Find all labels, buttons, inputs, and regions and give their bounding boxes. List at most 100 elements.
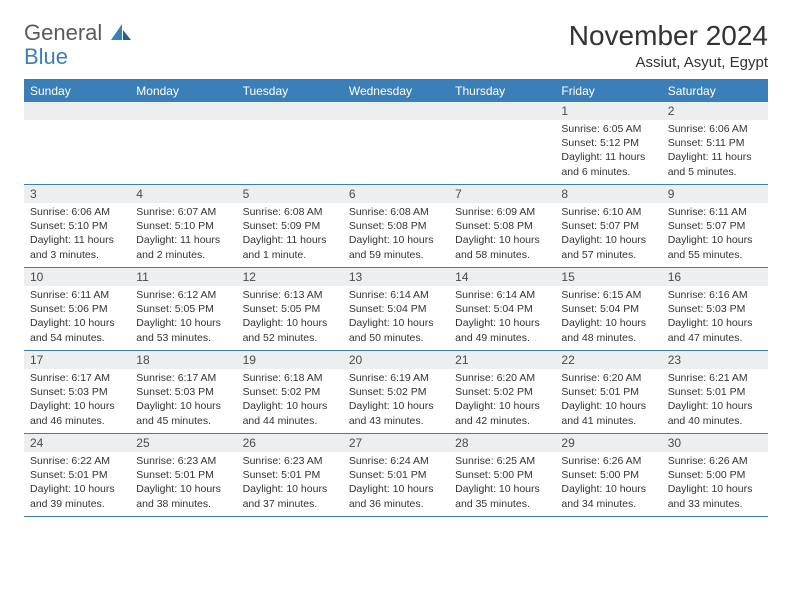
day-line: and 33 minutes.: [668, 497, 762, 511]
day-line: Daylight: 10 hours: [136, 482, 230, 496]
day-cell: [237, 102, 343, 184]
page-title: November 2024: [569, 20, 768, 52]
day-cell: 25Sunrise: 6:23 AMSunset: 5:01 PMDayligh…: [130, 434, 236, 516]
day-line: Daylight: 10 hours: [243, 399, 337, 413]
day-number: 7: [449, 185, 555, 203]
day-cell: 7Sunrise: 6:09 AMSunset: 5:08 PMDaylight…: [449, 185, 555, 267]
day-line: and 49 minutes.: [455, 331, 549, 345]
day-line: Daylight: 10 hours: [243, 316, 337, 330]
day-body: Sunrise: 6:23 AMSunset: 5:01 PMDaylight:…: [130, 452, 236, 515]
day-number: [343, 102, 449, 120]
day-line: Sunrise: 6:19 AM: [349, 371, 443, 385]
day-cell: [449, 102, 555, 184]
brand-sail-icon: [111, 24, 131, 40]
day-number: 13: [343, 268, 449, 286]
day-line: Sunset: 5:04 PM: [349, 302, 443, 316]
day-cell: 21Sunrise: 6:20 AMSunset: 5:02 PMDayligh…: [449, 351, 555, 433]
day-body: Sunrise: 6:25 AMSunset: 5:00 PMDaylight:…: [449, 452, 555, 515]
day-line: and 48 minutes.: [561, 331, 655, 345]
day-number: 25: [130, 434, 236, 452]
weekday-header: Friday: [555, 80, 661, 102]
day-line: Sunset: 5:03 PM: [30, 385, 124, 399]
day-body: [343, 120, 449, 126]
calendar-grid: Sunday Monday Tuesday Wednesday Thursday…: [24, 79, 768, 517]
day-number: 19: [237, 351, 343, 369]
day-body: Sunrise: 6:06 AMSunset: 5:11 PMDaylight:…: [662, 120, 768, 183]
day-number: 14: [449, 268, 555, 286]
day-line: Sunset: 5:11 PM: [668, 136, 762, 150]
day-line: Sunset: 5:01 PM: [243, 468, 337, 482]
day-body: Sunrise: 6:17 AMSunset: 5:03 PMDaylight:…: [24, 369, 130, 432]
day-cell: 6Sunrise: 6:08 AMSunset: 5:08 PMDaylight…: [343, 185, 449, 267]
day-number: 3: [24, 185, 130, 203]
day-line: and 54 minutes.: [30, 331, 124, 345]
day-cell: 9Sunrise: 6:11 AMSunset: 5:07 PMDaylight…: [662, 185, 768, 267]
day-line: and 34 minutes.: [561, 497, 655, 511]
day-line: Sunrise: 6:26 AM: [668, 454, 762, 468]
day-number: 10: [24, 268, 130, 286]
day-body: Sunrise: 6:07 AMSunset: 5:10 PMDaylight:…: [130, 203, 236, 266]
day-cell: 1Sunrise: 6:05 AMSunset: 5:12 PMDaylight…: [555, 102, 661, 184]
day-line: Daylight: 10 hours: [136, 399, 230, 413]
day-number: 18: [130, 351, 236, 369]
day-number: 30: [662, 434, 768, 452]
day-line: Sunset: 5:05 PM: [243, 302, 337, 316]
day-line: Sunrise: 6:14 AM: [455, 288, 549, 302]
day-cell: 8Sunrise: 6:10 AMSunset: 5:07 PMDaylight…: [555, 185, 661, 267]
day-line: and 58 minutes.: [455, 248, 549, 262]
day-line: Daylight: 11 hours: [136, 233, 230, 247]
day-line: Sunset: 5:02 PM: [349, 385, 443, 399]
day-body: Sunrise: 6:16 AMSunset: 5:03 PMDaylight:…: [662, 286, 768, 349]
day-line: Daylight: 11 hours: [243, 233, 337, 247]
day-body: [237, 120, 343, 126]
day-line: Sunset: 5:10 PM: [136, 219, 230, 233]
day-line: Daylight: 10 hours: [561, 316, 655, 330]
day-number: [237, 102, 343, 120]
day-number: 5: [237, 185, 343, 203]
day-line: Sunset: 5:01 PM: [668, 385, 762, 399]
day-line: Sunset: 5:01 PM: [30, 468, 124, 482]
page-subtitle: Assiut, Asyut, Egypt: [569, 54, 768, 71]
day-line: Daylight: 10 hours: [668, 482, 762, 496]
day-line: and 3 minutes.: [30, 248, 124, 262]
day-number: 8: [555, 185, 661, 203]
day-body: Sunrise: 6:08 AMSunset: 5:08 PMDaylight:…: [343, 203, 449, 266]
day-line: and 52 minutes.: [243, 331, 337, 345]
day-cell: 20Sunrise: 6:19 AMSunset: 5:02 PMDayligh…: [343, 351, 449, 433]
week-row: 24Sunrise: 6:22 AMSunset: 5:01 PMDayligh…: [24, 434, 768, 517]
day-line: and 39 minutes.: [30, 497, 124, 511]
day-line: Sunrise: 6:12 AM: [136, 288, 230, 302]
day-line: Daylight: 10 hours: [455, 233, 549, 247]
day-line: and 5 minutes.: [668, 165, 762, 179]
day-line: Sunset: 5:00 PM: [668, 468, 762, 482]
day-line: Sunset: 5:02 PM: [243, 385, 337, 399]
day-cell: 14Sunrise: 6:14 AMSunset: 5:04 PMDayligh…: [449, 268, 555, 350]
day-line: and 43 minutes.: [349, 414, 443, 428]
day-body: Sunrise: 6:15 AMSunset: 5:04 PMDaylight:…: [555, 286, 661, 349]
day-line: Sunset: 5:07 PM: [668, 219, 762, 233]
day-cell: 19Sunrise: 6:18 AMSunset: 5:02 PMDayligh…: [237, 351, 343, 433]
day-number: 24: [24, 434, 130, 452]
weekday-header: Sunday: [24, 80, 130, 102]
day-body: Sunrise: 6:05 AMSunset: 5:12 PMDaylight:…: [555, 120, 661, 183]
day-line: Daylight: 10 hours: [455, 482, 549, 496]
weeks-container: 1Sunrise: 6:05 AMSunset: 5:12 PMDaylight…: [24, 102, 768, 517]
day-body: Sunrise: 6:11 AMSunset: 5:06 PMDaylight:…: [24, 286, 130, 349]
brand-blue: Blue: [24, 44, 131, 70]
day-line: and 6 minutes.: [561, 165, 655, 179]
day-body: Sunrise: 6:06 AMSunset: 5:10 PMDaylight:…: [24, 203, 130, 266]
day-line: Sunrise: 6:05 AM: [561, 122, 655, 136]
day-line: Daylight: 10 hours: [30, 316, 124, 330]
day-cell: 30 Sunrise: 6:26 AMSunset: 5:00 PMDayligh…: [662, 434, 768, 516]
day-number: 17: [24, 351, 130, 369]
day-line: Sunrise: 6:21 AM: [668, 371, 762, 385]
day-body: [24, 120, 130, 126]
day-cell: 15Sunrise: 6:15 AMSunset: 5:04 PMDayligh…: [555, 268, 661, 350]
day-line: Sunset: 5:12 PM: [561, 136, 655, 150]
day-line: Daylight: 10 hours: [561, 233, 655, 247]
day-cell: 16Sunrise: 6:16 AMSunset: 5:03 PMDayligh…: [662, 268, 768, 350]
day-body: Sunrise: 6:22 AMSunset: 5:01 PMDaylight:…: [24, 452, 130, 515]
day-cell: 26Sunrise: 6:23 AMSunset: 5:01 PMDayligh…: [237, 434, 343, 516]
day-cell: [24, 102, 130, 184]
day-line: Sunset: 5:03 PM: [668, 302, 762, 316]
